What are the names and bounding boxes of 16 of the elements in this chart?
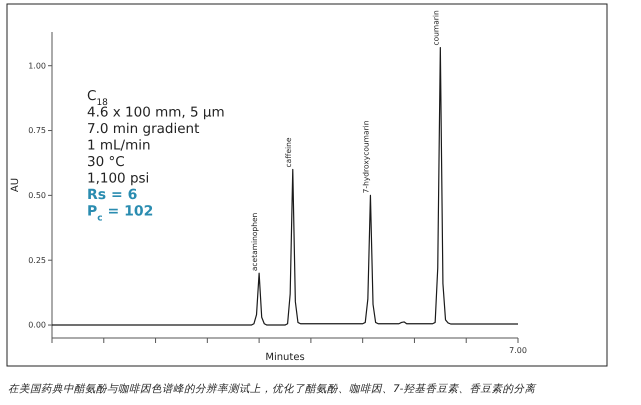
text: 7.00 bbox=[509, 346, 527, 355]
x-axis-title: Minutes bbox=[265, 352, 305, 363]
annotation: 1 mL/min bbox=[87, 138, 151, 154]
y-tick-label: 0.25 bbox=[28, 256, 46, 265]
y-axis-title: AU bbox=[10, 178, 21, 192]
annotation: Rs = 6 bbox=[87, 187, 138, 203]
y-tick-label: 0.75 bbox=[28, 126, 46, 136]
annotation: 1,100 psi bbox=[87, 170, 150, 186]
text: 在美国药典中醋氨酚与咖啡因色谱峰的分辨率测试上，优化了醋氨酚、咖啡因、7-羟基香豆素、香豆素的分离 bbox=[8, 383, 536, 395]
y-tick-label: 1.00 bbox=[28, 61, 46, 70]
y-tick-label: 0.00 bbox=[28, 320, 46, 330]
annotation: 30 °C bbox=[87, 154, 125, 170]
annotation: 7.0 min gradient bbox=[87, 121, 200, 137]
line-series bbox=[51, 46, 519, 326]
y-tick-label: 0.50 bbox=[28, 190, 46, 200]
annotation: P$_{c}$ = 102 bbox=[87, 204, 154, 224]
